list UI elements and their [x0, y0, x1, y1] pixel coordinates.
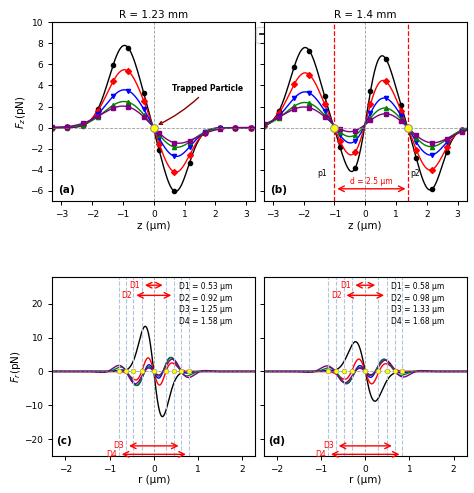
Text: D2: D2 [121, 291, 132, 300]
Y-axis label: $F_r$(pN): $F_r$(pN) [9, 350, 23, 383]
Text: D3: D3 [114, 441, 124, 451]
Text: D1: D1 [340, 281, 351, 290]
Text: (d): (d) [268, 436, 285, 446]
Text: D1: D1 [130, 281, 140, 290]
X-axis label: r (μm): r (μm) [349, 475, 382, 486]
X-axis label: r (μm): r (μm) [137, 475, 170, 486]
X-axis label: z (μm): z (μm) [137, 221, 171, 231]
Y-axis label: $F_z$(pN): $F_z$(pN) [15, 95, 28, 129]
Text: (c): (c) [56, 436, 73, 446]
Text: Trapped Particle: Trapped Particle [159, 84, 244, 124]
Text: p1: p1 [317, 169, 327, 178]
Text: D4: D4 [106, 450, 117, 459]
Text: d = 2.5 μm: d = 2.5 μm [350, 176, 392, 185]
Text: (a): (a) [58, 185, 75, 195]
Text: D1 = 0.53 μm
D2 = 0.92 μm
D3 = 1.25 μm
D4 = 1.58 μm: D1 = 0.53 μm D2 = 0.92 μm D3 = 1.25 μm D… [179, 282, 232, 326]
Text: D3: D3 [323, 441, 334, 451]
Title: R = 1.23 mm: R = 1.23 mm [119, 10, 188, 20]
Text: (b): (b) [270, 185, 287, 195]
Text: p2: p2 [410, 169, 419, 178]
X-axis label: z (μm): z (μm) [348, 221, 382, 231]
Text: D2: D2 [331, 291, 342, 300]
Legend: l=0, l=1, l=2, l=3, l=4: l=0, l=1, l=2, l=3, l=4 [256, 27, 465, 43]
Title: R = 1.4 mm: R = 1.4 mm [334, 10, 396, 20]
Text: D1 = 0.58 μm
D2 = 0.98 μm
D3 = 1.33 μm
D4 = 1.68 μm: D1 = 0.58 μm D2 = 0.98 μm D3 = 1.33 μm D… [392, 282, 445, 326]
Text: D4: D4 [316, 450, 326, 459]
